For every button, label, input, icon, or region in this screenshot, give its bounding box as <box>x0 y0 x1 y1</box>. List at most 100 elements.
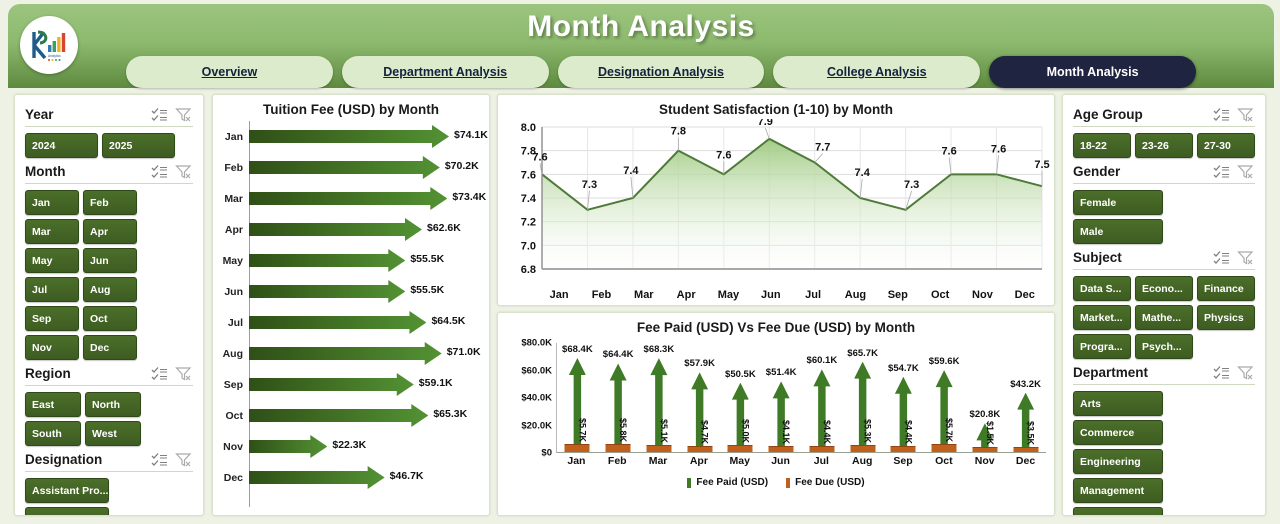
chip-year-2025[interactable]: 2025 <box>102 133 175 158</box>
tuition-bar[interactable] <box>249 404 428 427</box>
chip-designation-assistant-professor[interactable]: Assistant Pro... <box>25 478 109 503</box>
tuition-bar[interactable] <box>249 466 385 489</box>
satisfaction-area <box>542 138 1042 269</box>
fee-due-bar[interactable] <box>564 444 590 452</box>
chip-age-27-30[interactable]: 27-30 <box>1197 133 1255 158</box>
tuition-category-label: Sep <box>223 378 243 391</box>
fee-due-bar[interactable] <box>890 445 916 452</box>
chip-region-north[interactable]: North <box>85 392 141 417</box>
chip-month-jul[interactable]: Jul <box>25 277 79 302</box>
legend-fee-paid[interactable]: Fee Paid (USD) <box>687 477 768 488</box>
chip-gender-female[interactable]: Female <box>1073 190 1163 215</box>
chip-subject-marketing[interactable]: Market... <box>1073 305 1131 330</box>
chip-subject-psychology[interactable]: Psych... <box>1135 334 1193 359</box>
tuition-row: Sep $59.1K <box>219 369 481 400</box>
fee-due-bar[interactable] <box>727 445 753 452</box>
fee-due-bar[interactable] <box>646 445 672 452</box>
tuition-bar[interactable] <box>249 435 327 458</box>
chip-month-sep[interactable]: Sep <box>25 306 79 331</box>
chip-department-arts[interactable]: Arts <box>1073 391 1163 416</box>
fee-x-tick: Mar <box>648 455 668 467</box>
fee-due-bar[interactable] <box>809 445 835 452</box>
multi-select-icon[interactable] <box>1212 106 1231 123</box>
multi-select-icon[interactable] <box>1212 249 1231 266</box>
tab-college-analysis[interactable]: College Analysis <box>773 56 981 88</box>
student-satisfaction-chart: Student Satisfaction (1-10) by Month 8.0… <box>497 94 1055 306</box>
chip-month-oct[interactable]: Oct <box>83 306 137 331</box>
chip-subject-finance[interactable]: Finance <box>1197 276 1255 301</box>
fee-due-bar[interactable] <box>1013 447 1039 452</box>
tuition-bar[interactable] <box>249 125 449 148</box>
chip-year-2024[interactable]: 2024 <box>25 133 98 158</box>
chip-department-commerce[interactable]: Commerce <box>1073 420 1163 445</box>
clear-filter-icon[interactable] <box>174 365 193 382</box>
tuition-bar[interactable] <box>249 373 414 396</box>
tuition-bar[interactable] <box>249 280 405 303</box>
tuition-bar[interactable] <box>249 249 405 272</box>
chip-month-dec[interactable]: Dec <box>83 335 137 360</box>
tab-month-analysis[interactable]: Month Analysis <box>989 56 1196 88</box>
chip-month-feb[interactable]: Feb <box>83 190 137 215</box>
tab-designation-analysis[interactable]: Designation Analysis <box>557 56 765 88</box>
tuition-bar[interactable] <box>249 187 447 210</box>
fee-x-tick: Jul <box>813 455 829 467</box>
chip-region-south[interactable]: South <box>25 421 81 446</box>
clear-filter-icon[interactable] <box>174 106 193 123</box>
fee-due-bar[interactable] <box>931 444 957 452</box>
chip-month-jun[interactable]: Jun <box>83 248 137 273</box>
fee-x-tick: Jan <box>567 455 586 467</box>
chip-department-science[interactable]: Science <box>1073 507 1163 515</box>
tuition-bar[interactable] <box>249 311 426 334</box>
clear-filter-icon[interactable] <box>1236 364 1255 381</box>
chip-subject-physics[interactable]: Physics <box>1197 305 1255 330</box>
chip-subject-economics[interactable]: Econo... <box>1135 276 1193 301</box>
multi-select-icon[interactable] <box>1212 364 1231 381</box>
clear-filter-icon[interactable] <box>174 451 193 468</box>
chip-age-23-26[interactable]: 23-26 <box>1135 133 1193 158</box>
fee-due-label: $4.7K <box>699 419 710 444</box>
chip-month-may[interactable]: May <box>25 248 79 273</box>
fee-due-bar[interactable] <box>605 444 631 452</box>
chip-month-nov[interactable]: Nov <box>25 335 79 360</box>
chip-month-mar[interactable]: Mar <box>25 219 79 244</box>
slicer-department: Department Arts Commerce Engineering Man… <box>1073 361 1255 515</box>
clear-filter-icon[interactable] <box>1236 249 1255 266</box>
multi-select-icon[interactable] <box>150 451 169 468</box>
chip-month-aug[interactable]: Aug <box>83 277 137 302</box>
tuition-bar[interactable] <box>249 156 440 179</box>
chip-gender-male[interactable]: Male <box>1073 219 1163 244</box>
multi-select-icon[interactable] <box>150 365 169 382</box>
tuition-row: Mar $73.4K <box>219 183 486 214</box>
satisfaction-line[interactable] <box>541 137 1043 211</box>
tab-overview[interactable]: Overview <box>126 56 333 88</box>
tuition-category-label: Mar <box>224 192 243 205</box>
chip-subject-mathematics[interactable]: Mathe... <box>1135 305 1193 330</box>
chip-month-apr[interactable]: Apr <box>83 219 137 244</box>
chip-department-engineering[interactable]: Engineering <box>1073 449 1163 474</box>
tab-department-analysis[interactable]: Department Analysis <box>341 56 549 88</box>
chip-department-management[interactable]: Management <box>1073 478 1163 503</box>
multi-select-icon[interactable] <box>150 163 169 180</box>
fee-due-bar[interactable] <box>768 446 794 452</box>
tuition-bar[interactable] <box>249 218 422 241</box>
label-leader-line <box>814 153 824 163</box>
multi-select-icon[interactable] <box>150 106 169 123</box>
clear-filter-icon[interactable] <box>1236 163 1255 180</box>
chip-age-18-22[interactable]: 18-22 <box>1073 133 1131 158</box>
clear-filter-icon[interactable] <box>174 163 193 180</box>
chip-designation-associate-professor[interactable]: Associate Pr... <box>25 507 109 515</box>
chip-region-east[interactable]: East <box>25 392 81 417</box>
chip-region-west[interactable]: West <box>85 421 141 446</box>
multi-select-icon[interactable] <box>1212 163 1231 180</box>
chip-month-jan[interactable]: Jan <box>25 190 79 215</box>
fee-due-bar[interactable] <box>972 447 998 452</box>
chip-subject-data-science[interactable]: Data S... <box>1073 276 1131 301</box>
clear-filter-icon[interactable] <box>1236 106 1255 123</box>
fee-due-bar[interactable] <box>687 445 713 452</box>
fee-due-bar[interactable] <box>850 444 876 452</box>
tuition-bar[interactable] <box>249 342 442 365</box>
legend-swatch-due <box>786 477 791 488</box>
tuition-bar-wrap: $64.5K <box>249 311 481 334</box>
chip-subject-programming[interactable]: Progra... <box>1073 334 1131 359</box>
legend-fee-due[interactable]: Fee Due (USD) <box>786 477 865 488</box>
